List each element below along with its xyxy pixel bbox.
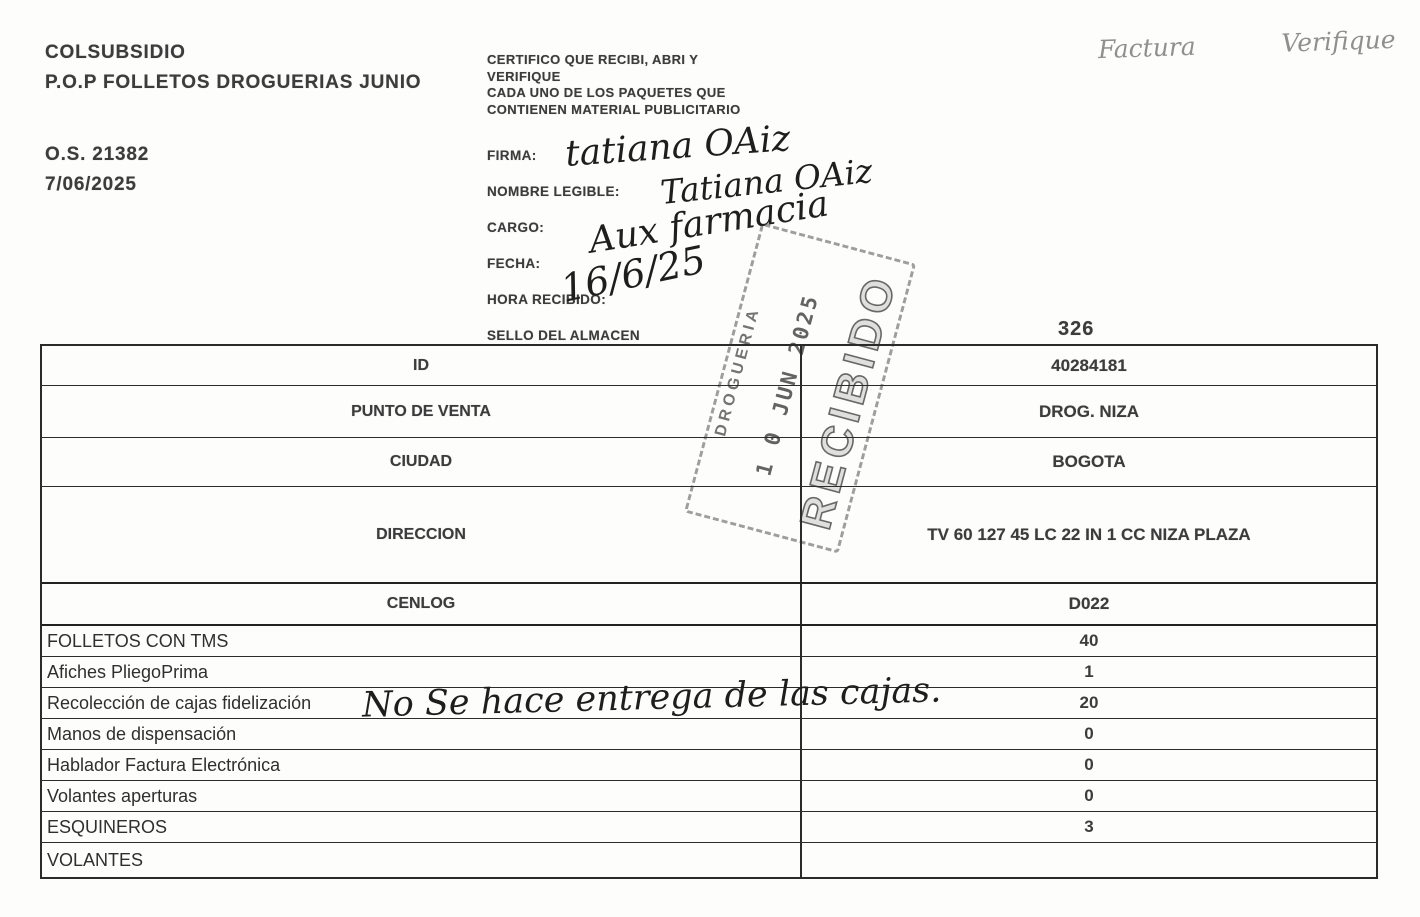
nombre-legible-field-label: NOMBRE LEGIBLE: (487, 184, 620, 199)
order-block: O.S. 21382 7/06/2025 (45, 140, 149, 200)
row-value: 40 (800, 626, 1376, 656)
row-label: PUNTO DE VENTA (351, 402, 491, 420)
row-value: 20 (800, 688, 1376, 718)
row-label: Afiches PliegoPrima (47, 661, 209, 682)
table-row-id: ID 40284181 (42, 346, 1376, 386)
row-value: D022 (800, 584, 1376, 624)
row-label: Recolección de cajas fidelización (47, 692, 312, 713)
row-label: FOLLETOS CON TMS (47, 630, 229, 651)
page-number: 326 (1058, 318, 1095, 340)
row-label: Hablador Factura Electrónica (47, 754, 281, 775)
row-value: 40284181 (800, 346, 1376, 385)
pencil-word: Factura (1097, 31, 1197, 65)
row-value: TV 60 127 45 LC 22 IN 1 CC NIZA PLAZA (800, 487, 1376, 582)
table-row-recoleccion-cajas: Recolección de cajas fidelización 20 (42, 688, 1376, 719)
table-row-hablador-factura: Hablador Factura Electrónica 0 (42, 750, 1376, 781)
row-value: 0 (800, 750, 1376, 780)
firma-field-label: FIRMA: (487, 148, 537, 163)
company-name: COLSUBSIDIO (45, 42, 186, 63)
row-value: 0 (800, 719, 1376, 749)
row-value: 3 (800, 812, 1376, 842)
fecha-field-label: FECHA: (487, 256, 541, 271)
order-number: O.S. 21382 (45, 144, 150, 165)
document-header: COLSUBSIDIO P.O.P FOLLETOS DROGUERIAS JU… (45, 38, 421, 98)
statement-line: CONTIENEN MATERIAL PUBLICITARIO (487, 101, 741, 117)
pencil-gap (1204, 52, 1274, 54)
statement-line: CERTIFICO QUE RECIBI, ABRI Y (487, 52, 699, 67)
row-label: ESQUINEROS (47, 816, 168, 837)
row-value (800, 843, 1376, 877)
statement-line: VERIFIQUE (487, 68, 561, 84)
table-row-direccion: DIRECCION TV 60 127 45 LC 22 IN 1 CC NIZ… (42, 487, 1376, 584)
statement-line: CADA UNO DE LOS PAQUETES QUE (487, 85, 726, 100)
row-label: CENLOG (386, 595, 456, 612)
row-label: ID (413, 356, 429, 374)
certificate-fields: FIRMA: NOMBRE LEGIBLE: CARGO: FECHA: HOR… (487, 148, 640, 364)
row-label: Manos de dispensación (47, 723, 237, 744)
pencil-word: Verifique (1280, 24, 1396, 58)
delivery-info-table: ID 40284181 PUNTO DE VENTA DROG. NIZA CI… (40, 344, 1378, 879)
table-row-manos-dispensacion: Manos de dispensación 0 (42, 719, 1376, 750)
row-label: CIUDAD (389, 453, 453, 470)
table-row-esquineros: ESQUINEROS 3 (42, 812, 1376, 843)
table-row-ciudad: CIUDAD BOGOTA (42, 438, 1376, 487)
table-row-afiches-pliegoprima: Afiches PliegoPrima 1 (42, 657, 1376, 688)
certificate-statement: CERTIFICO QUE RECIBI, ABRI Y VERIFIQUE C… (487, 52, 741, 118)
row-value: 0 (800, 781, 1376, 811)
hora-recibido-field-label: HORA RECIBIDO: (487, 292, 607, 307)
sello-almacen-field-label: SELLO DEL ALMACEN (487, 328, 641, 343)
row-label: Volantes aperturas (47, 785, 198, 806)
row-value: 1 (800, 657, 1376, 687)
order-date: 7/06/2025 (45, 174, 137, 195)
row-value: BOGOTA (800, 438, 1376, 486)
row-value: DROG. NIZA (800, 386, 1376, 437)
campaign-title: P.O.P FOLLETOS DROGUERIAS JUNIO (45, 72, 422, 93)
cargo-field-label: CARGO: (487, 220, 545, 235)
table-row-punto-de-venta: PUNTO DE VENTA DROG. NIZA (42, 386, 1376, 438)
table-row-volantes: VOLANTES (42, 843, 1376, 877)
row-label: VOLANTES (47, 849, 144, 870)
pencil-note-topright: Factura Verifique (1098, 25, 1396, 64)
table-row-volantes-aperturas: Volantes aperturas 0 (42, 781, 1376, 812)
table-row-folletos-tms: FOLLETOS CON TMS 40 (42, 626, 1376, 657)
row-label: DIRECCION (376, 525, 466, 543)
table-row-cenlog: CENLOG D022 (42, 584, 1376, 626)
